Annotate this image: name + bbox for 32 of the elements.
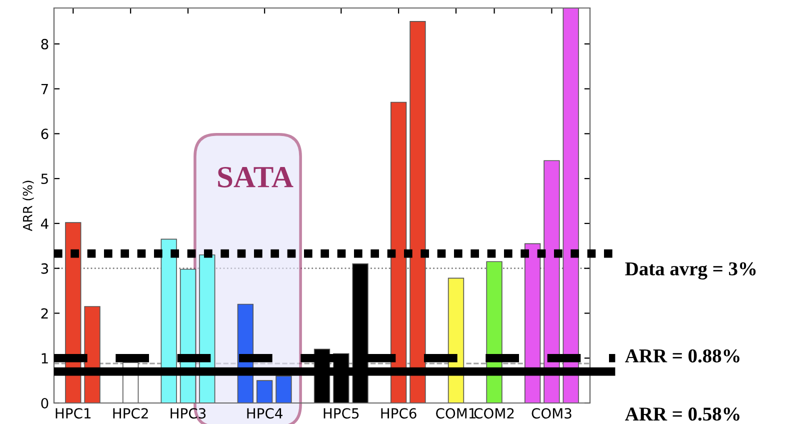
x-tick-label: HPC4 bbox=[247, 408, 282, 419]
text: ARR = 0.58% bbox=[625, 408, 740, 421]
bar bbox=[390, 102, 407, 403]
y-tick-label: 6 bbox=[41, 128, 48, 140]
y-tick-label: 2 bbox=[41, 308, 48, 319]
bar bbox=[410, 21, 426, 403]
y-tick-label: 1 bbox=[42, 353, 48, 364]
y-tick-label: 7 bbox=[41, 84, 48, 94]
x-tick-label: HPC1 bbox=[56, 408, 91, 419]
y-axis-title: ARR (%) bbox=[22, 180, 34, 232]
bar bbox=[160, 238, 177, 403]
bar bbox=[562, 8, 579, 403]
x-tick-label: HPC2 bbox=[113, 408, 148, 419]
x-tick-label: COM1 bbox=[436, 408, 476, 419]
x-tick-label: COM3 bbox=[532, 408, 572, 419]
x-tick-label: COM2 bbox=[474, 408, 514, 419]
y-tick-label: 0 bbox=[41, 398, 48, 408]
bar bbox=[276, 376, 292, 403]
text: ARR = 0.88% bbox=[625, 349, 740, 363]
y-tick-label: 4 bbox=[40, 218, 48, 229]
bar bbox=[524, 243, 541, 403]
bar bbox=[448, 278, 464, 403]
annotation: SATA bbox=[218, 166, 294, 188]
y-tick-label: 8 bbox=[41, 38, 48, 50]
bar bbox=[256, 380, 273, 403]
y-tick-label: 3 bbox=[41, 263, 48, 274]
x-tick-label: HPC5 bbox=[324, 408, 359, 419]
x-tick-label: HPC6 bbox=[381, 408, 416, 419]
y-tick-label: 5 bbox=[41, 174, 48, 184]
bar bbox=[544, 160, 560, 403]
x-tick-label: HPC3 bbox=[170, 408, 206, 419]
text: Data avrg = 3% bbox=[625, 262, 756, 280]
